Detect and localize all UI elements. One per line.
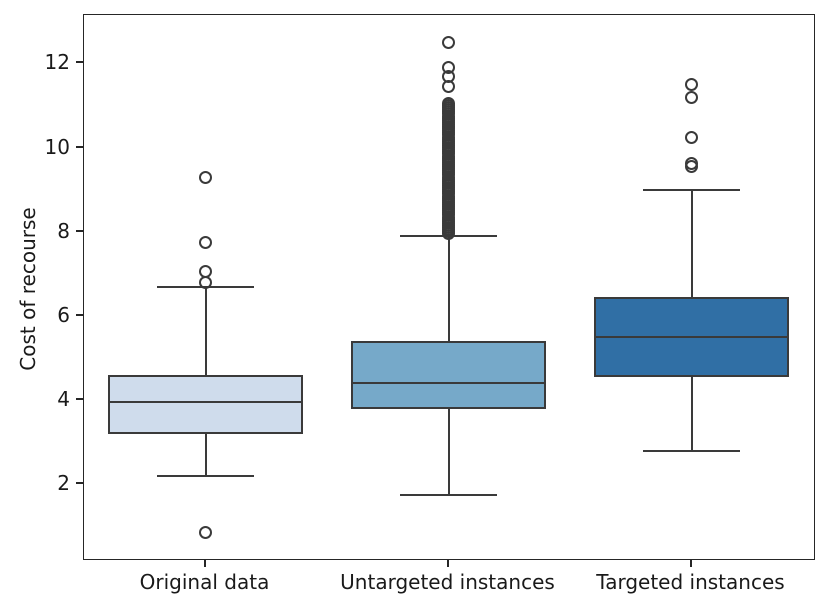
median-line (593, 335, 790, 339)
upper-whisker (204, 286, 207, 375)
plot-inner (84, 15, 813, 558)
y-tick (76, 313, 83, 316)
y-tick-label: 6 (57, 302, 70, 327)
outlier-point (685, 157, 698, 171)
outlier-point (685, 77, 698, 91)
x-tick (446, 560, 449, 567)
lower-whisker (204, 433, 207, 476)
x-tick (689, 560, 692, 567)
lower-whisker-cap (399, 493, 498, 496)
outlier-point (442, 96, 455, 110)
y-tick (76, 398, 83, 401)
upper-whisker-cap (642, 188, 741, 191)
y-tick (76, 61, 83, 64)
x-tick-label: Original data (139, 570, 270, 594)
y-tick (76, 229, 83, 232)
upper-whisker (690, 189, 693, 297)
outlier-point (685, 130, 698, 144)
median-line (107, 401, 304, 404)
x-tick-label: Untargeted instances (340, 570, 555, 594)
y-tick-label: 12 (44, 50, 70, 75)
outlier-point (442, 35, 455, 49)
median-line (350, 382, 547, 385)
lower-whisker (447, 408, 450, 495)
outlier-point (199, 170, 212, 184)
outlier-point (199, 235, 212, 249)
plot-area (83, 14, 815, 560)
y-tick-label: 4 (57, 387, 70, 412)
x-tick (203, 560, 206, 567)
lower-whisker (690, 377, 693, 451)
box (350, 341, 547, 409)
upper-whisker (447, 235, 450, 342)
outlier-point (442, 61, 455, 75)
y-tick (76, 145, 83, 148)
x-tick-label: Targeted instances (596, 570, 785, 594)
y-tick-label: 10 (44, 134, 70, 159)
outlier-point (199, 265, 212, 279)
lower-whisker-cap (642, 449, 741, 452)
outlier-point (199, 526, 212, 540)
y-tick (76, 482, 83, 485)
y-tick-label: 2 (57, 471, 70, 496)
box (107, 374, 304, 434)
lower-whisker-cap (156, 474, 255, 477)
outlier-point (685, 90, 698, 104)
y-tick-label: 8 (57, 218, 70, 243)
